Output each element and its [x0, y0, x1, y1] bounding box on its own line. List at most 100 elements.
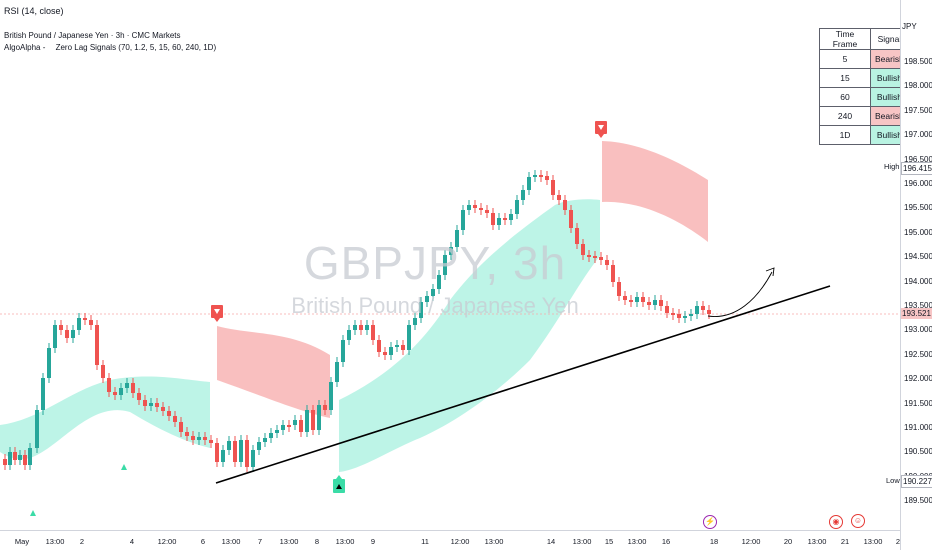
bullish-candle[interactable] — [635, 297, 639, 302]
bearish-candle[interactable] — [611, 265, 615, 282]
bullish-signal-marker[interactable] — [333, 475, 345, 493]
bearish-candle[interactable] — [557, 195, 561, 200]
bullish-candle[interactable] — [275, 430, 279, 433]
bullish-candle[interactable] — [293, 420, 297, 425]
bearish-candle[interactable] — [107, 378, 111, 392]
bullish-candle[interactable] — [443, 255, 447, 275]
bearish-candle[interactable] — [671, 313, 675, 315]
bullish-candle[interactable] — [455, 230, 459, 247]
bullish-candle[interactable] — [305, 410, 309, 432]
bearish-candle[interactable] — [83, 318, 87, 320]
bearish-candle[interactable] — [287, 425, 291, 427]
bearish-candle[interactable] — [245, 440, 249, 467]
bullish-candle[interactable] — [335, 362, 339, 382]
bearish-candle[interactable] — [581, 244, 585, 255]
price-axis[interactable] — [900, 0, 932, 550]
bearish-candle[interactable] — [647, 302, 651, 305]
bullish-candle[interactable] — [431, 289, 435, 296]
bearish-candle[interactable] — [65, 330, 69, 338]
bearish-candle[interactable] — [503, 218, 507, 220]
bearish-candle[interactable] — [593, 256, 597, 258]
bearish-candle[interactable] — [95, 325, 99, 365]
bullish-candle[interactable] — [53, 325, 57, 348]
bearish-candle[interactable] — [707, 310, 711, 314]
bearish-candle[interactable] — [101, 365, 105, 378]
bullish-candle[interactable] — [47, 348, 51, 378]
bearish-candle[interactable] — [191, 436, 195, 440]
dividend-icon[interactable]: ◉ — [829, 515, 843, 529]
bearish-candle[interactable] — [155, 403, 159, 407]
bearish-candle[interactable] — [311, 410, 315, 430]
bullish-candle[interactable] — [389, 347, 393, 355]
bearish-candle[interactable] — [563, 200, 567, 210]
bullish-candle[interactable] — [527, 177, 531, 190]
bearish-candle[interactable] — [551, 180, 555, 195]
bullish-candle[interactable] — [119, 388, 123, 395]
bearish-candle[interactable] — [629, 300, 633, 302]
bullish-candle[interactable] — [8, 452, 12, 465]
bearish-candle[interactable] — [599, 257, 603, 260]
projection-arrow[interactable] — [707, 271, 773, 317]
bullish-candle[interactable] — [149, 403, 153, 406]
bullish-candle[interactable] — [77, 318, 81, 330]
bullish-candle[interactable] — [221, 450, 225, 462]
bullish-candle[interactable] — [28, 448, 32, 465]
bearish-candle[interactable] — [113, 392, 117, 395]
bearish-candle[interactable] — [677, 314, 681, 318]
bearish-candle[interactable] — [665, 306, 669, 313]
bearish-candle[interactable] — [203, 437, 207, 440]
bullish-signal-triangle[interactable] — [121, 464, 127, 470]
bearish-candle[interactable] — [491, 213, 495, 225]
bullish-candle[interactable] — [35, 410, 39, 448]
bearish-candle[interactable] — [479, 208, 483, 210]
bearish-candle[interactable] — [143, 400, 147, 406]
bearish-candle[interactable] — [473, 205, 477, 208]
bearish-candle[interactable] — [701, 306, 705, 310]
bullish-candle[interactable] — [449, 247, 453, 255]
bullish-candle[interactable] — [125, 383, 129, 388]
bearish-candle[interactable] — [173, 416, 177, 422]
currency-label[interactable]: JPY — [902, 22, 917, 31]
bearish-candle[interactable] — [569, 210, 573, 228]
bearish-candle[interactable] — [233, 441, 237, 462]
bullish-candle[interactable] — [269, 433, 273, 438]
bearish-candle[interactable] — [59, 325, 63, 330]
bearish-candle[interactable] — [179, 422, 183, 432]
bearish-candle[interactable] — [3, 459, 7, 465]
bullish-candle[interactable] — [509, 214, 513, 220]
bearish-candle[interactable] — [161, 407, 165, 411]
bullish-candle[interactable] — [407, 325, 411, 350]
bearish-candle[interactable] — [617, 282, 621, 296]
bearish-candle[interactable] — [623, 296, 627, 300]
bearish-candle[interactable] — [167, 411, 171, 416]
bearish-candle[interactable] — [383, 352, 387, 355]
bearish-candle[interactable] — [545, 176, 549, 180]
bullish-candle[interactable] — [689, 314, 693, 316]
bullish-candle[interactable] — [353, 325, 357, 330]
bearish-candle[interactable] — [539, 175, 543, 177]
bullish-candle[interactable] — [197, 437, 201, 440]
lightning-icon[interactable]: ⚡ — [703, 515, 717, 529]
bullish-candle[interactable] — [515, 200, 519, 214]
bearish-candle[interactable] — [13, 452, 17, 460]
bullish-candle[interactable] — [341, 340, 345, 362]
bullish-candle[interactable] — [497, 218, 501, 225]
bullish-candle[interactable] — [437, 275, 441, 289]
bullish-candle[interactable] — [347, 330, 351, 340]
bearish-candle[interactable] — [23, 455, 27, 465]
bearish-candle[interactable] — [587, 255, 591, 257]
bearish-candle[interactable] — [131, 383, 135, 393]
bullish-candle[interactable] — [461, 210, 465, 230]
bearish-signal-marker[interactable] — [595, 121, 607, 138]
rsi-indicator-label[interactable]: RSI (14, close) — [4, 6, 64, 16]
bullish-candle[interactable] — [365, 325, 369, 330]
bearish-candle[interactable] — [215, 443, 219, 462]
bullish-candle[interactable] — [521, 190, 525, 200]
bullish-candle[interactable] — [467, 205, 471, 210]
bearish-candle[interactable] — [377, 340, 381, 352]
bearish-candle[interactable] — [323, 405, 327, 410]
bullish-candle[interactable] — [413, 318, 417, 325]
bearish-candle[interactable] — [89, 320, 93, 325]
bearish-candle[interactable] — [185, 432, 189, 436]
